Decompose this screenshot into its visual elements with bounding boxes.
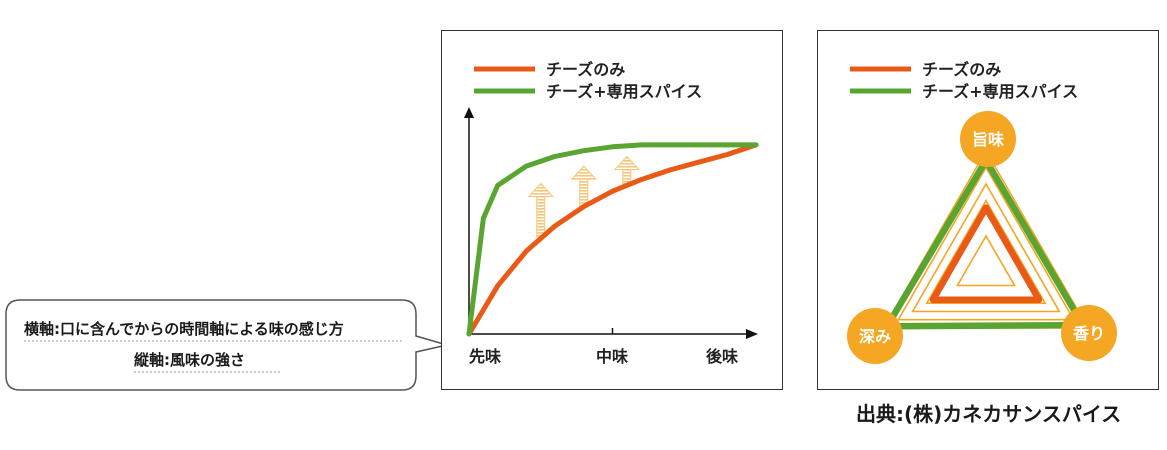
radar-grid-ring-3 — [911, 182, 1061, 313]
radar-legend-label-cheese-spice: チーズ+専用スパイス — [922, 82, 1078, 101]
series-line-cheese-only — [466, 142, 759, 337]
flavor-timeline-chart: チーズのみチーズ+専用スパイス 先味 中味 後味 — [441, 30, 783, 390]
x-axis-arrowhead — [746, 329, 758, 339]
x-tick-label-3: 後味 — [706, 347, 738, 366]
callout-x-axis-description: 横軸:口に含んでからの時間軸による味の感じ方 — [24, 320, 344, 338]
radar-axis-badge-3 — [847, 308, 903, 364]
line-chart-tick-labels: 先味 中味 後味 — [469, 347, 738, 366]
callout-y-axis-description: 縦軸:風味の強さ — [134, 351, 245, 369]
series-line-cheese-spice — [466, 142, 759, 337]
x-tick-label-2: 中味 — [596, 347, 628, 366]
legend-label-cheese-spice: チーズ+専用スパイス — [546, 82, 702, 101]
radar-series-cheese-spice — [883, 157, 1087, 330]
x-tick-label-1: 先味 — [469, 347, 501, 366]
improvement-arrows — [527, 155, 640, 238]
radar-grid-ring-4 — [925, 198, 1047, 305]
source-credit: 出典:(株)カネカサンスパイス — [856, 402, 1122, 426]
callout-bubble — [5, 299, 445, 391]
radar-grid-ring-5 — [956, 234, 1016, 287]
improvement-arrow-1 — [527, 182, 554, 238]
radar-axis-label-1: 旨味 — [972, 130, 1004, 149]
radar-axis-label-2: 香り — [1072, 324, 1105, 343]
line-chart-axes — [464, 107, 758, 339]
flavor-radar-chart: チーズのみチーズ+専用スパイス 旨味香り 深み — [817, 30, 1159, 390]
line-chart-series — [466, 142, 759, 337]
radar-axis-label-3: 深み — [859, 327, 891, 346]
radar-grid-ring-2 — [896, 165, 1076, 321]
radar-series-cheese-only — [929, 204, 1043, 303]
y-axis-arrowhead — [464, 107, 474, 118]
radar-chart-series — [883, 157, 1087, 330]
radar-axis-badge-1 — [960, 111, 1016, 167]
radar-axis-badge-2 — [1061, 305, 1117, 361]
legend-label-cheese-only: チーズのみ — [546, 60, 625, 79]
radar-legend-label-cheese-only: チーズのみ — [922, 60, 1001, 79]
